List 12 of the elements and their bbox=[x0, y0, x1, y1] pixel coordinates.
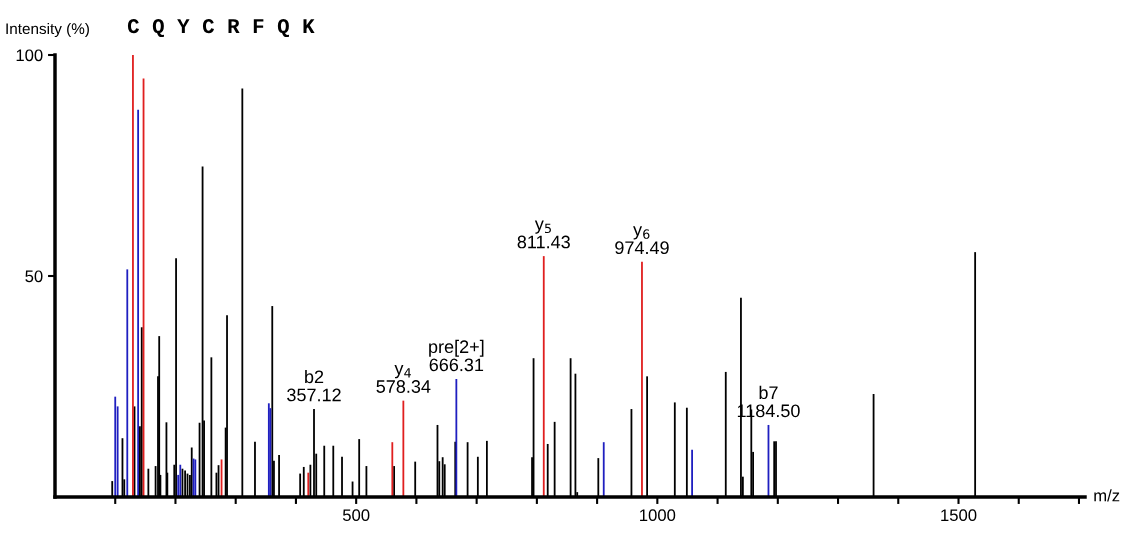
annotation: b2 357.12 bbox=[287, 369, 341, 402]
y-axis-title: Intensity (%) bbox=[6, 22, 89, 38]
y-tick-label: 50 bbox=[25, 270, 43, 283]
annotation: y$_{6}$ 974.49 bbox=[615, 226, 669, 255]
text: C Q Y C R F Q K bbox=[127, 19, 315, 38]
x-axis-title: m/z bbox=[1094, 489, 1120, 502]
x-tick-label: 1500 bbox=[941, 509, 977, 522]
x-tick-label: 500 bbox=[342, 509, 370, 522]
annotation: y$_{5}$ 811.43 bbox=[517, 220, 570, 249]
annotation: pre[2+] 666.31 bbox=[429, 339, 484, 372]
x-tick-label: 1000 bbox=[640, 509, 676, 522]
y-tick-label: 100 bbox=[16, 49, 43, 62]
